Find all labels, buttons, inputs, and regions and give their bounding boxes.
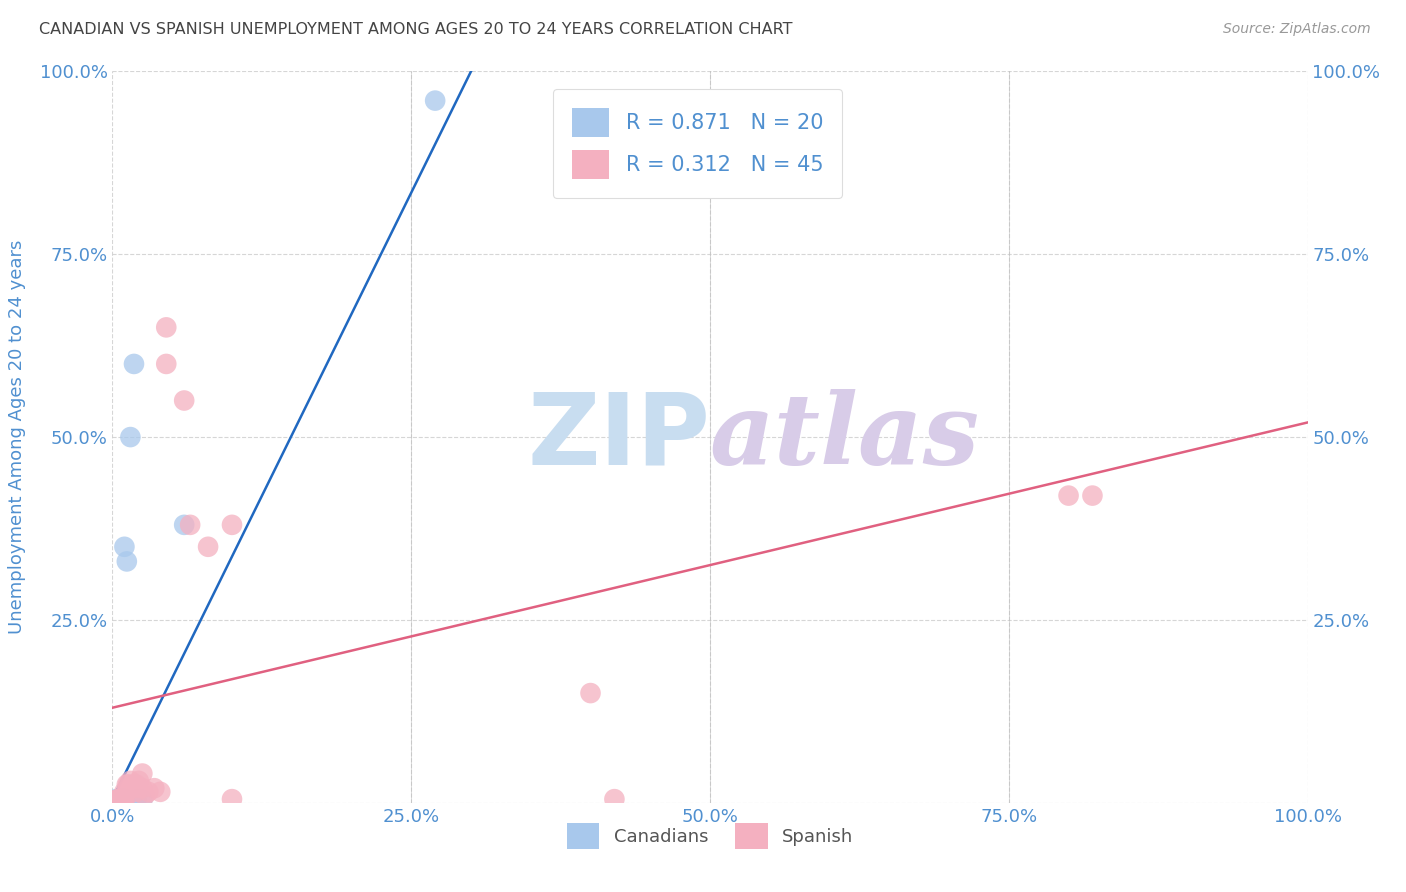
Point (131, 793, 153, 807)
Point (114, 540, 135, 554)
Point (221, 517, 243, 532)
Point (111, 791, 134, 805)
Point (173, 393, 195, 408)
Point (112, 792, 135, 806)
Text: Source: ZipAtlas.com: Source: ZipAtlas.com (1223, 22, 1371, 37)
Point (115, 785, 138, 799)
Point (107, 794, 129, 808)
Point (173, 517, 195, 532)
Point (115, 554, 138, 568)
Point (107, 792, 129, 806)
Point (107, 793, 129, 807)
Point (117, 781, 139, 796)
Text: CANADIAN VS SPANISH UNEMPLOYMENT AMONG AGES 20 TO 24 YEARS CORRELATION CHART: CANADIAN VS SPANISH UNEMPLOYMENT AMONG A… (39, 22, 793, 37)
Point (105, 794, 128, 808)
Point (120, 773, 142, 788)
Point (111, 792, 134, 806)
Point (122, 781, 145, 796)
Point (131, 766, 153, 780)
Point (108, 792, 131, 806)
Point (117, 778, 139, 792)
Point (105, 794, 128, 808)
Point (110, 793, 132, 807)
Point (134, 789, 156, 803)
Point (114, 794, 135, 808)
Point (107, 792, 129, 806)
Point (108, 794, 131, 808)
Point (131, 781, 153, 796)
Point (110, 794, 132, 808)
Legend: Canadians, Spanish: Canadians, Spanish (560, 816, 860, 856)
Point (114, 785, 135, 799)
Point (114, 793, 135, 807)
Point (155, 320, 177, 334)
Point (125, 778, 148, 792)
Point (115, 778, 138, 792)
Point (110, 793, 132, 807)
Point (221, 792, 243, 806)
Point (138, 785, 160, 799)
Point (125, 785, 148, 799)
Point (120, 781, 142, 796)
Point (108, 794, 131, 808)
Point (579, 686, 602, 700)
Point (1057, 489, 1080, 503)
Point (104, 794, 127, 808)
Point (111, 794, 134, 808)
Text: ZIP: ZIP (527, 389, 710, 485)
Point (125, 793, 148, 807)
Point (155, 357, 177, 371)
Y-axis label: Unemployment Among Ages 20 to 24 years: Unemployment Among Ages 20 to 24 years (7, 240, 25, 634)
Point (603, 792, 626, 806)
Point (149, 785, 172, 799)
Point (108, 792, 131, 806)
Point (128, 773, 150, 788)
Point (1081, 489, 1104, 503)
Point (143, 781, 166, 796)
Point (105, 793, 128, 807)
Point (179, 517, 201, 532)
Point (110, 794, 132, 808)
Point (105, 792, 128, 806)
Point (114, 792, 135, 806)
Point (122, 778, 145, 792)
Point (197, 540, 219, 554)
Point (425, 94, 447, 108)
Point (104, 794, 127, 808)
Point (105, 793, 128, 807)
Point (120, 430, 142, 444)
Point (122, 357, 145, 371)
Point (105, 794, 128, 808)
Point (105, 794, 128, 808)
Text: atlas: atlas (710, 389, 980, 485)
